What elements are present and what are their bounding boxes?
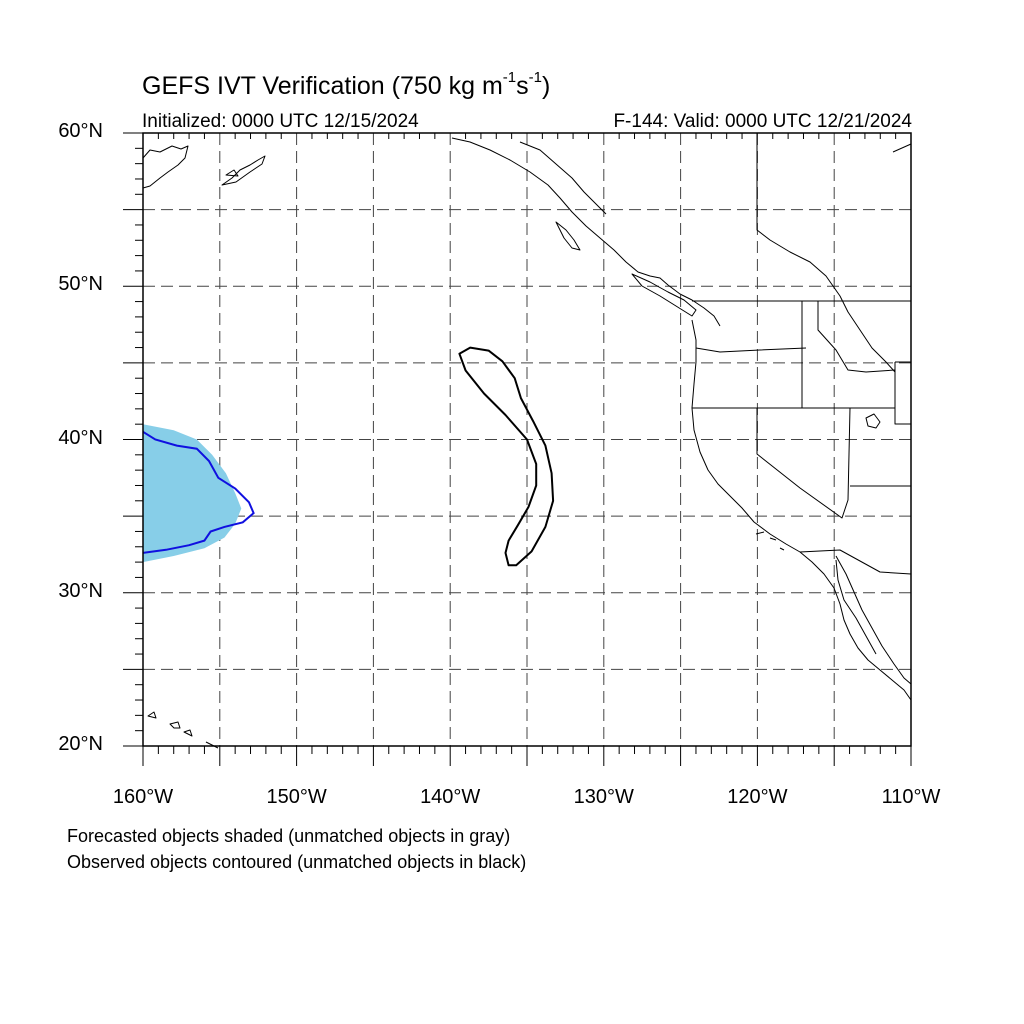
chart-title: GEFS IVT Verification (750 kg m-1s-1) [142,69,551,101]
title-close-paren: ) [541,72,551,100]
tick-marks [123,132,912,766]
title-exponent-1: -1 [502,69,517,86]
lon-label: 140°W [420,786,481,808]
idaho-border [801,301,896,408]
hawaii-islands [147,711,219,749]
mexico-border [799,549,912,575]
alaska-islands [221,155,266,186]
great-salt-lake [865,413,881,429]
channel-islands [755,531,785,551]
alaska-coast-west [142,145,189,189]
ivt-objects [142,346,555,567]
lon-label: 120°W [727,786,788,808]
vancouver-island [631,273,697,317]
lat-label: 60°N [58,120,103,142]
lon-label: 160°W [112,786,174,808]
lat-label: 20°N [58,733,103,755]
baja-california [835,555,912,685]
utah-border [894,361,911,425]
canada-top-right [892,143,912,153]
alaska-bc-coast [451,137,721,327]
title-unit-s: s [516,72,529,100]
coastlines-and-borders [142,133,912,749]
initialized-time: Initialized: 0000 UTC 12/15/2024 [142,111,419,132]
legend-note-observed: Observed objects contoured (unmatched ob… [67,852,527,872]
observed-contour-matched [142,430,255,554]
title-main: GEFS IVT Verification (750 kg m [142,72,503,100]
haida-gwaii [555,221,581,251]
valid-time: F-144: Valid: 0000 UTC 12/21/2024 [613,111,912,132]
title-exponent-2: -1 [528,69,542,86]
wa-or-border [695,347,807,353]
map-frame [142,132,912,747]
bc-inner-coast [519,141,607,215]
lon-label: 150°W [266,786,327,808]
legend-note-forecast: Forecasted objects shaded (unmatched obj… [67,826,511,846]
lat-label: 40°N [58,426,103,449]
us-west-coast [691,319,912,701]
lon-label: 110°W [881,786,941,808]
lat-label: 50°N [58,273,103,296]
bc-canada-border-area [756,133,896,373]
lat-label: 30°N [58,579,103,602]
ca-nv-border [756,407,851,519]
observed-contour-unmatched [458,346,555,567]
forecast-object-matched [143,424,242,563]
lon-label: 130°W [573,786,634,808]
